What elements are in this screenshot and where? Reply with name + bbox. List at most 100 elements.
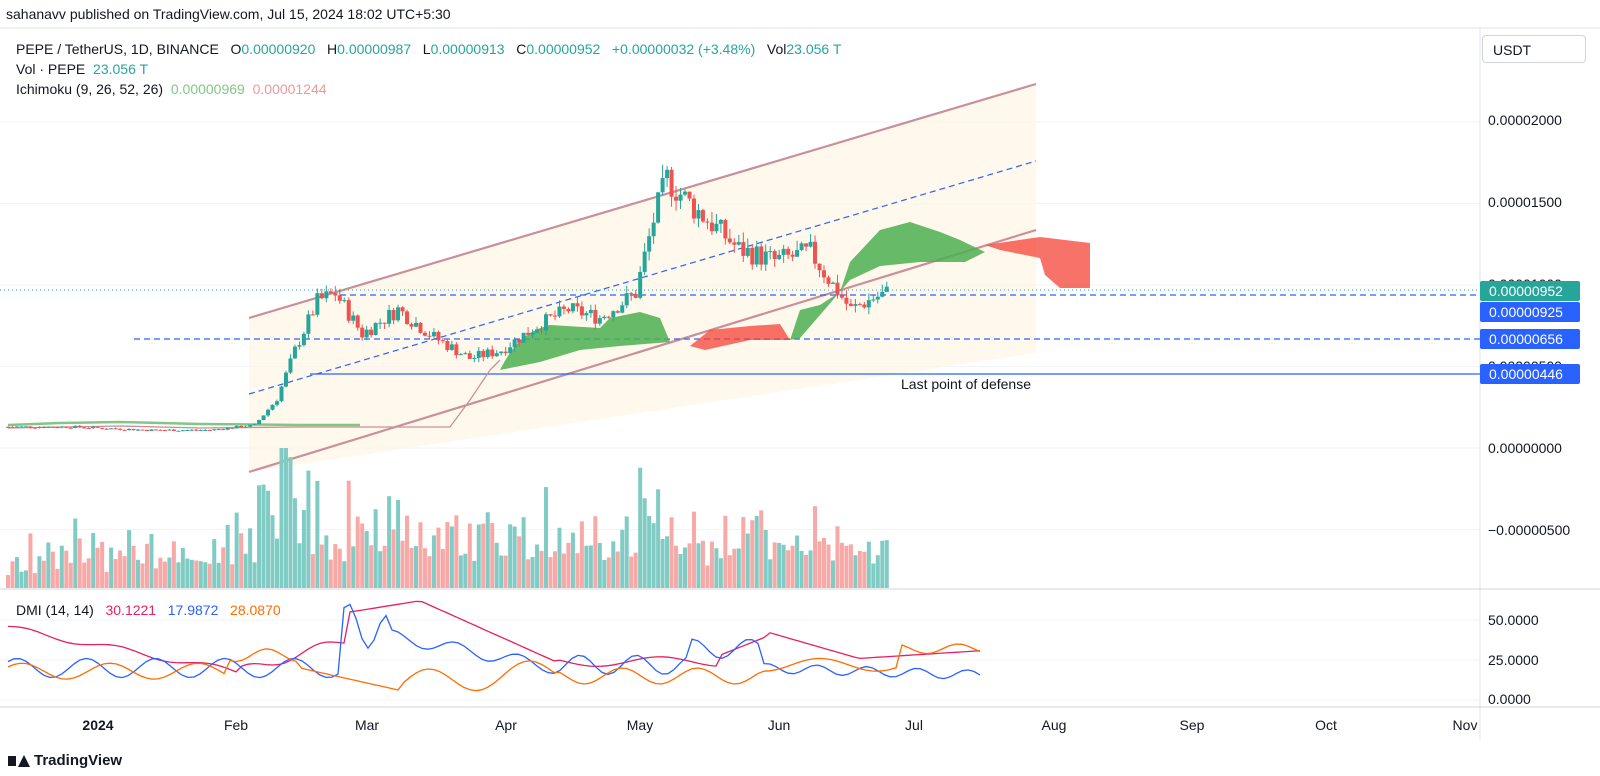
candle-body[interactable] [23,426,28,428]
candle-body[interactable] [315,293,320,315]
candle-body[interactable] [826,277,831,284]
candle-body[interactable] [799,243,804,251]
candle-body[interactable] [665,169,670,179]
candle-body[interactable] [660,178,665,193]
candle-body[interactable] [544,314,549,331]
candle-body[interactable] [700,210,705,222]
candle-body[interactable] [830,282,835,284]
candle-body[interactable] [777,254,782,260]
candle-body[interactable] [46,426,51,428]
candle-body[interactable] [100,427,105,429]
candle-body[interactable] [319,293,324,299]
candle-body[interactable] [884,286,889,292]
candle-body[interactable] [171,429,176,431]
candle-body[interactable] [481,350,486,358]
candlestick-series[interactable] [6,164,889,432]
candle-body[interactable] [611,311,616,318]
candle-body[interactable] [490,349,495,357]
candle-body[interactable] [324,291,329,299]
candle-body[interactable] [494,353,499,357]
candle-body[interactable] [113,428,118,430]
candle-body[interactable] [669,169,674,197]
currency-selector[interactable]: USDT [1482,35,1586,63]
candle-body[interactable] [862,304,867,308]
candle-body[interactable] [239,425,244,428]
candle-body[interactable] [189,429,194,431]
candle-body[interactable] [539,329,544,331]
candle-body[interactable] [508,347,513,354]
candle-body[interactable] [387,310,392,324]
candle-body[interactable] [570,303,575,312]
candle-body[interactable] [418,322,423,333]
candle-body[interactable] [449,344,454,350]
candle-body[interactable] [656,192,661,223]
candle-body[interactable] [822,270,826,278]
candle-body[interactable] [521,332,526,343]
candle-body[interactable] [768,251,773,253]
candle-body[interactable] [6,426,10,428]
candle-body[interactable] [351,315,356,321]
candle-body[interactable] [615,311,620,313]
candle-body[interactable] [759,246,764,265]
candle-body[interactable] [575,303,580,307]
candle-body[interactable] [369,329,374,335]
ichimoku-label[interactable]: Ichimoku (9, 26, 52, 26) [16,81,164,97]
candle-body[interactable] [427,335,432,337]
candle-body[interactable] [122,429,127,431]
candle-body[interactable] [866,300,871,308]
candle-body[interactable] [561,306,566,309]
candle-body[interactable] [552,315,557,317]
candle-body[interactable] [875,296,880,300]
candle-body[interactable] [225,427,230,430]
candle-body[interactable] [212,429,217,431]
candle-body[interactable] [346,300,351,321]
candle-body[interactable] [638,271,643,298]
candle-body[interactable] [55,427,60,429]
candle-body[interactable] [750,247,755,265]
candle-body[interactable] [633,293,638,298]
candle-body[interactable] [691,198,696,219]
candle-body[interactable] [50,426,55,428]
candle-body[interactable] [230,427,235,429]
candle-body[interactable] [624,293,629,306]
candle-body[interactable] [880,291,885,297]
candle-body[interactable] [440,340,445,342]
symbol-label[interactable]: PEPE / TetherUS, 1D, BINANCE [16,41,219,57]
candle-body[interactable] [431,331,436,337]
candle-body[interactable] [198,430,203,432]
candle-body[interactable] [602,316,607,319]
candle-body[interactable] [458,354,463,356]
candle-body[interactable] [333,293,338,296]
candle-body[interactable] [405,311,410,325]
candle-body[interactable] [629,293,634,295]
candle-body[interactable] [597,318,602,324]
candle-body[interactable] [678,194,683,201]
candle-body[interactable] [817,263,822,271]
candle-body[interactable] [149,429,154,432]
candle-body[interactable] [396,307,401,321]
candle-body[interactable] [472,357,477,359]
candle-body[interactable] [127,428,132,431]
candle-body[interactable] [454,344,459,356]
candle-body[interactable] [584,313,589,316]
candle-body[interactable] [476,350,481,358]
candle-body[interactable] [144,429,149,432]
candle-body[interactable] [19,426,24,428]
candle-body[interactable] [422,332,427,336]
candle-body[interactable] [535,329,540,333]
candle-body[interactable] [162,430,167,432]
candle-body[interactable] [445,340,450,350]
candle-body[interactable] [378,322,383,324]
candle-body[interactable] [566,308,571,312]
candle-body[interactable] [848,303,853,306]
candle-body[interactable] [270,404,275,410]
candle-body[interactable] [86,427,91,429]
candle-body[interactable] [503,351,508,354]
candle-body[interactable] [252,424,257,426]
candle-body[interactable] [216,429,221,431]
candle-body[interactable] [288,358,293,373]
candle-body[interactable] [306,314,311,334]
candle-body[interactable] [10,426,15,428]
candle-body[interactable] [310,314,315,316]
